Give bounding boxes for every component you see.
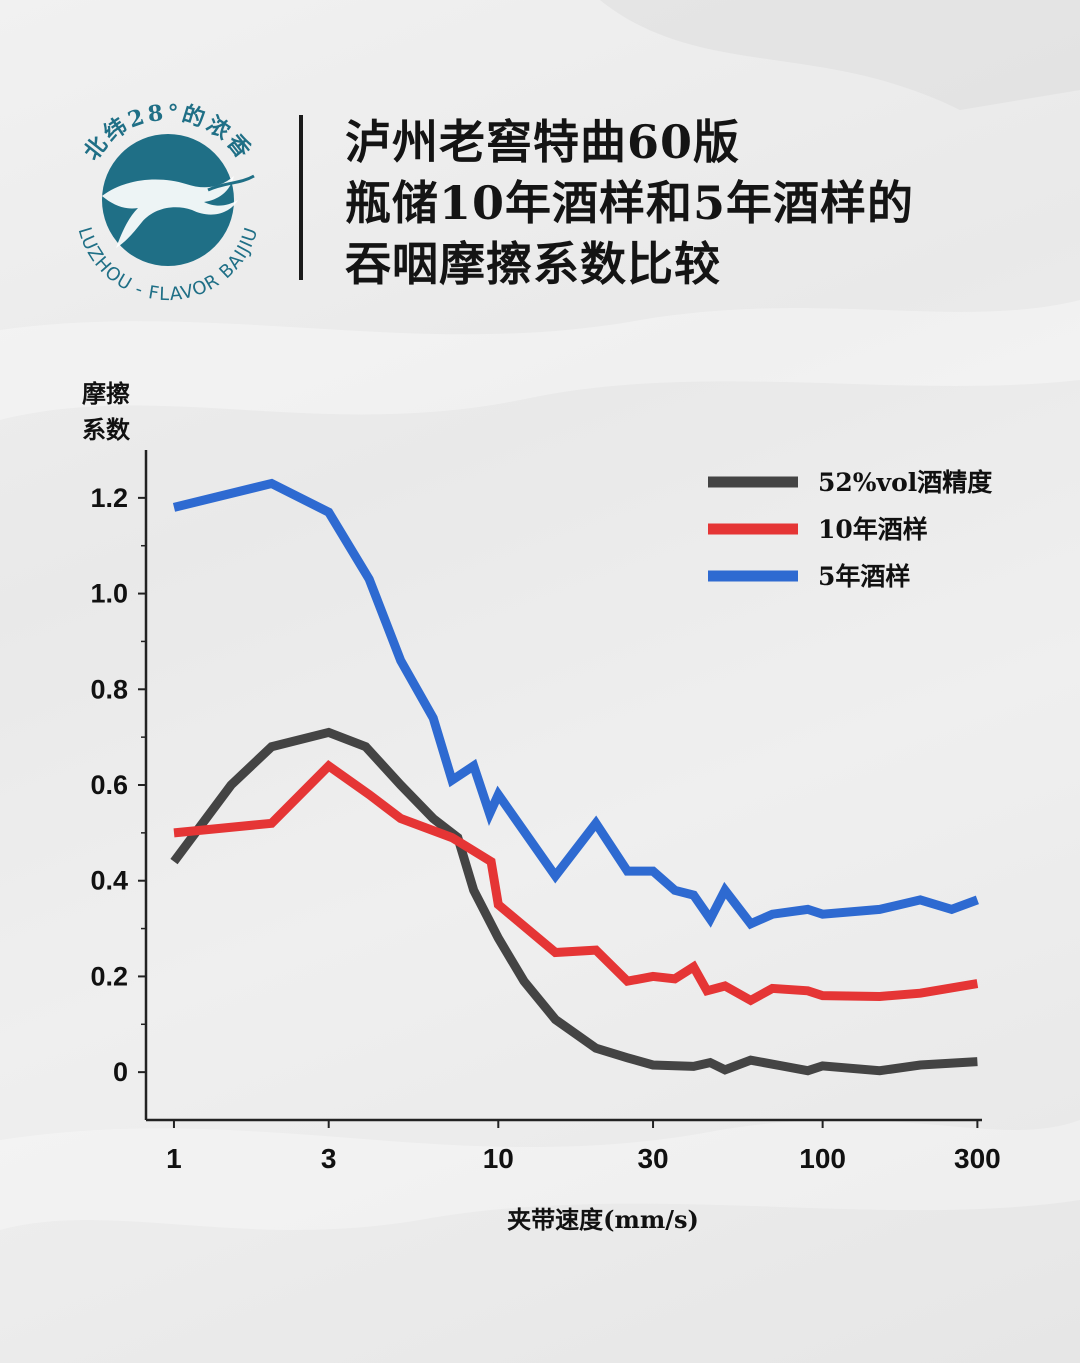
legend: 52%vol酒精度 10年酒样 5年酒样 [708,468,992,591]
y-tick-label: 0.8 [90,674,128,704]
title-line-3: 吞咽摩擦系数比较 [345,237,721,291]
axes: 0 0.2 0.4 0.6 0.8 1.0 1.2 1 3 10 30 100 300 [90,450,1001,1174]
dragon-icon [102,176,238,248]
series-line-1 [170,727,978,1076]
title-line-1: 泸州老窖特曲60版 [345,115,741,169]
x-tick-label: 300 [954,1143,1001,1174]
friction-chart: 摩擦 系数 0 0.2 0.4 0.6 0.8 1.0 1.2 1 3 10 30 100 300 52… [82,379,1001,1234]
dragon-whisker [207,174,255,192]
legend-label-1: 52%vol酒精度 [818,468,992,497]
series-line-2 [173,760,979,1006]
x-tick-label: 1 [166,1143,182,1174]
brand-logo: 北纬28°的浓香 LUZHOU - FLAVOR BAIJIU [58,92,278,305]
series-line-3 [172,478,979,930]
y-tick-label: 0.2 [90,961,128,991]
x-tick-label: 100 [799,1143,846,1174]
title-divider [299,115,303,280]
x-tick-label: 3 [321,1143,337,1174]
y-tick-label: 1.2 [90,483,128,513]
x-axis-label: 夹带速度(mm/s) [507,1205,699,1234]
legend-label-2: 10年酒样 [818,515,928,544]
y-tick-label: 0 [113,1057,128,1087]
y-tick-label: 0.4 [90,866,128,896]
legend-label-3: 5年酒样 [818,562,910,591]
y-tick-label: 0.6 [90,770,128,800]
y-axis-label-line-1: 摩擦 [82,379,130,408]
y-axis-label-line-2: 系数 [82,415,131,444]
x-tick-label: 30 [637,1143,668,1174]
page-title: 泸州老窖特曲60版 瓶储10年酒样和5年酒样的 吞咽摩擦系数比较 [345,112,1045,295]
y-tick-label: 1.0 [90,579,128,609]
title-line-2: 瓶储10年酒样和5年酒样的 [345,176,915,230]
series-lines [170,478,979,1076]
x-tick-label: 10 [483,1143,514,1174]
